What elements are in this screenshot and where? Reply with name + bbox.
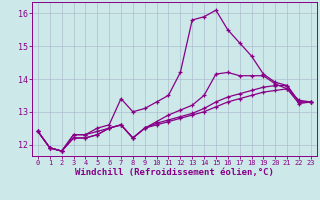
X-axis label: Windchill (Refroidissement éolien,°C): Windchill (Refroidissement éolien,°C) <box>75 168 274 177</box>
